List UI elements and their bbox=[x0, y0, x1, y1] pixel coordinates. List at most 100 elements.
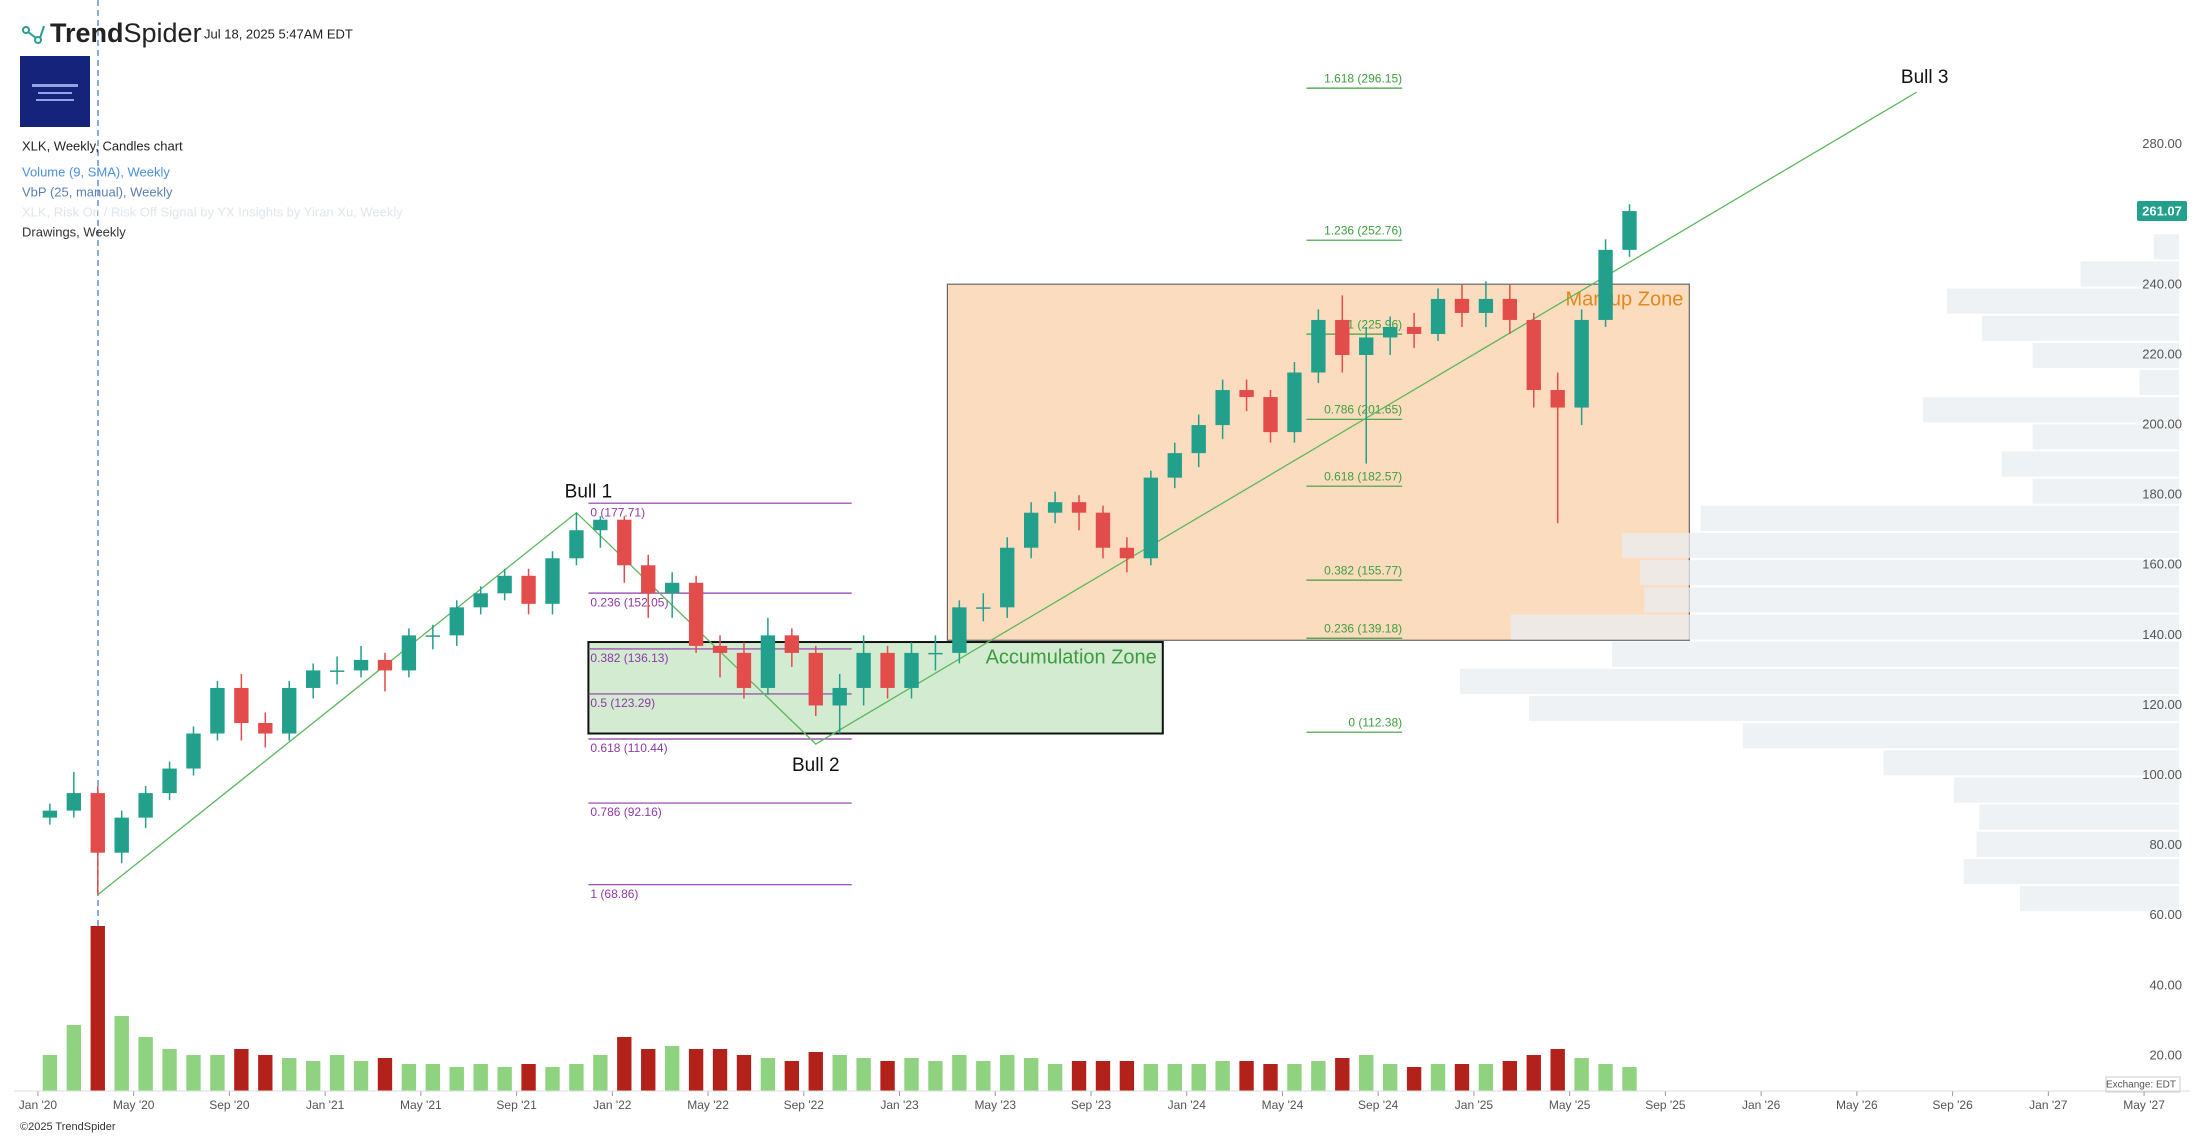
x-tick-label: Jan '23 bbox=[880, 1098, 919, 1112]
volume-bar bbox=[1215, 1061, 1230, 1091]
fib-label: 0.382 (155.77) bbox=[1324, 563, 1402, 577]
fib-label: 0.618 (110.44) bbox=[590, 741, 667, 755]
vbp-bar bbox=[1528, 695, 2179, 722]
x-tick-label: May '26 bbox=[1836, 1098, 1878, 1112]
volume-bar bbox=[832, 1055, 847, 1091]
candle-body bbox=[1598, 249, 1613, 320]
x-tick-label: May '25 bbox=[1549, 1098, 1591, 1112]
x-tick-label: May '24 bbox=[1262, 1098, 1304, 1112]
volume-bar bbox=[1598, 1064, 1613, 1091]
x-tick-label: Sep '21 bbox=[496, 1098, 537, 1112]
volume-bar bbox=[90, 926, 105, 1091]
volume-bar bbox=[305, 1061, 321, 1091]
candle-body bbox=[42, 810, 58, 818]
x-tick-label: May '22 bbox=[687, 1098, 729, 1112]
volume-bar bbox=[186, 1055, 201, 1091]
volume-bar bbox=[569, 1064, 584, 1091]
candle-body bbox=[1000, 547, 1015, 608]
candle-body bbox=[1430, 298, 1446, 334]
candle-body bbox=[976, 607, 991, 609]
fib-label: 1.618 (296.15) bbox=[1324, 71, 1402, 85]
volume-bar bbox=[1239, 1061, 1254, 1091]
price-tag-label: 261.07 bbox=[2142, 203, 2182, 218]
x-tick-label: May '21 bbox=[400, 1098, 442, 1112]
zone bbox=[587, 641, 1164, 735]
price-tag bbox=[2137, 201, 2187, 222]
pivot-label: Bull 1 bbox=[565, 482, 613, 503]
candle-body bbox=[856, 652, 871, 688]
vbp-bar bbox=[1621, 532, 2179, 559]
candle-body bbox=[521, 575, 536, 604]
candle-body bbox=[234, 687, 249, 723]
volume-bar bbox=[1502, 1061, 1518, 1091]
candle-body bbox=[1406, 326, 1422, 334]
vbp-bar bbox=[2153, 234, 2179, 260]
vbp-bar bbox=[1460, 668, 2179, 694]
volume-bar bbox=[880, 1061, 895, 1091]
volume-bar bbox=[976, 1061, 991, 1091]
candle-body bbox=[162, 768, 177, 794]
volume-bar bbox=[1622, 1067, 1637, 1091]
y-tick-label: 80.00 bbox=[2149, 837, 2182, 852]
candle-body bbox=[138, 793, 153, 818]
volume-bar bbox=[1359, 1055, 1374, 1091]
x-tick-label: May '23 bbox=[974, 1098, 1016, 1112]
candle-body bbox=[712, 645, 728, 653]
volume-bar bbox=[952, 1055, 967, 1091]
fib-label: 0.236 (152.05) bbox=[590, 595, 668, 609]
vbp-bar bbox=[1922, 397, 2179, 423]
x-tick-label: Jan '20 bbox=[19, 1098, 58, 1112]
copyright: ©2025 TrendSpider bbox=[20, 1121, 116, 1133]
volume-bar bbox=[712, 1049, 728, 1091]
logo bbox=[20, 56, 90, 127]
vbp-bar bbox=[2139, 370, 2179, 396]
candle-body bbox=[1191, 425, 1206, 454]
vbp-bar bbox=[2001, 451, 2179, 477]
legend-item[interactable]: Volume (9, SMA), Weekly bbox=[22, 164, 170, 179]
candle-body bbox=[617, 519, 632, 566]
vbp-bar bbox=[1946, 288, 2179, 314]
volume-bar bbox=[1430, 1064, 1446, 1091]
volume-bar bbox=[641, 1049, 656, 1091]
candle-body bbox=[1574, 319, 1589, 408]
volume-bar bbox=[1335, 1058, 1350, 1091]
x-tick-label: Jan '21 bbox=[306, 1098, 345, 1112]
volume-bar bbox=[42, 1055, 58, 1091]
candle-body bbox=[377, 659, 393, 671]
vbp-bar bbox=[1979, 804, 2179, 830]
volume-bar bbox=[1095, 1061, 1111, 1091]
candle-body bbox=[258, 722, 273, 734]
y-tick-label: 200.00 bbox=[2142, 417, 2182, 432]
candle-body bbox=[449, 607, 464, 636]
volume-bar bbox=[1000, 1055, 1015, 1091]
candle-body bbox=[952, 607, 967, 653]
volume-bar bbox=[1071, 1061, 1087, 1091]
candle-body bbox=[282, 687, 297, 734]
volume-bar bbox=[784, 1061, 800, 1091]
volume-bar bbox=[66, 1025, 82, 1091]
candle-body bbox=[66, 793, 82, 811]
x-tick-label: Sep '20 bbox=[209, 1098, 250, 1112]
legend-item[interactable]: Drawings, Weekly bbox=[22, 224, 126, 239]
volume-bar bbox=[1023, 1058, 1039, 1091]
vbp-bar bbox=[1883, 750, 2179, 776]
x-tick-label: Jan '26 bbox=[1742, 1098, 1781, 1112]
y-tick-label: 100.00 bbox=[2142, 767, 2182, 782]
timestamp: Jul 18, 2025 5:47AM EDT bbox=[204, 26, 353, 41]
legend-item[interactable]: VbP (25, manual), Weekly bbox=[22, 184, 173, 199]
legend-item[interactable]: XLK, Risk On / Risk Off Signal by YX Ins… bbox=[22, 204, 403, 219]
legend-item[interactable]: XLK, Weekly, Candles chart bbox=[22, 138, 183, 153]
candle-body bbox=[545, 558, 560, 604]
volume-bar bbox=[497, 1067, 512, 1091]
candle-body bbox=[329, 670, 345, 672]
vbp-bar bbox=[1640, 560, 2179, 586]
fib-label: 1.236 (252.76) bbox=[1324, 223, 1402, 237]
candle-body bbox=[784, 635, 800, 653]
candle-body bbox=[1263, 397, 1278, 433]
volume-bar bbox=[1287, 1064, 1302, 1091]
volume-bar bbox=[856, 1058, 871, 1091]
vbp-bar bbox=[1976, 831, 2179, 857]
candle-body bbox=[832, 687, 847, 706]
volume-bar bbox=[617, 1037, 632, 1091]
volume-bar bbox=[664, 1046, 680, 1091]
